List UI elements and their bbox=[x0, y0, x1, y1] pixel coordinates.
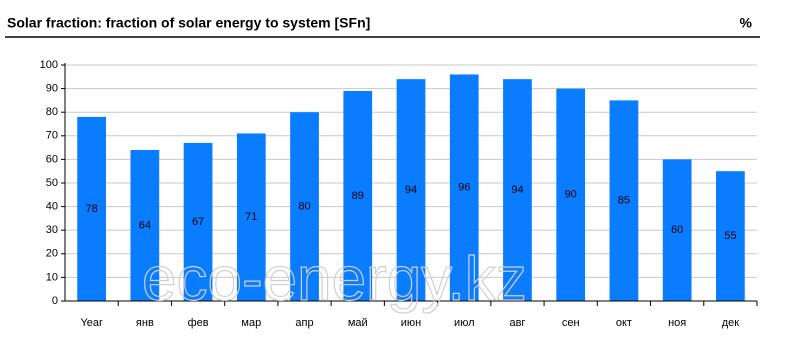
bar bbox=[130, 149, 160, 301]
value-label: 90 bbox=[565, 189, 577, 201]
x-tick-label: янв bbox=[136, 317, 154, 329]
bar bbox=[396, 79, 426, 301]
y-tick-label: 90 bbox=[46, 83, 58, 95]
value-label: 89 bbox=[352, 190, 364, 202]
y-tick-label: 30 bbox=[46, 224, 58, 236]
bar bbox=[556, 88, 586, 301]
x-tick-label: апр bbox=[295, 317, 313, 329]
value-label: 55 bbox=[724, 230, 736, 242]
x-tick-label: авг bbox=[509, 317, 525, 329]
x-tick-label: май bbox=[348, 317, 368, 329]
y-tick-label: 10 bbox=[46, 271, 58, 283]
x-tick-label: июл bbox=[454, 317, 475, 329]
y-tick-label: 70 bbox=[46, 130, 58, 142]
value-label: 78 bbox=[85, 203, 97, 215]
bar bbox=[449, 74, 479, 301]
x-tick-label: фев bbox=[188, 317, 209, 329]
value-label: 60 bbox=[671, 224, 683, 236]
y-tick-label: 100 bbox=[40, 59, 58, 71]
bar bbox=[77, 116, 106, 301]
bar bbox=[609, 100, 639, 302]
x-tick-label: ноя bbox=[668, 317, 686, 329]
value-label: 64 bbox=[139, 219, 151, 231]
value-label: 96 bbox=[458, 182, 470, 194]
x-tick-label: мар bbox=[241, 317, 261, 329]
y-tick-label: 60 bbox=[46, 153, 58, 165]
x-tick-label: сен bbox=[562, 317, 580, 329]
y-tick-label: 80 bbox=[46, 106, 58, 118]
x-tick-label: Year bbox=[80, 317, 103, 329]
chart-title: Solar fraction: fraction of solar energy… bbox=[7, 15, 370, 31]
bar bbox=[236, 133, 266, 301]
watermark: eco-energy.kz bbox=[142, 245, 527, 314]
value-label: 67 bbox=[192, 216, 204, 228]
bar bbox=[662, 159, 692, 301]
y-tick-label: 40 bbox=[46, 201, 58, 213]
y-tick-label: 50 bbox=[46, 177, 58, 189]
bar bbox=[716, 171, 745, 301]
bar bbox=[183, 142, 213, 301]
value-label: 80 bbox=[298, 201, 310, 213]
x-tick-label: окт bbox=[616, 317, 632, 329]
bar bbox=[503, 79, 532, 301]
x-tick-label: июн bbox=[401, 317, 421, 329]
bar bbox=[343, 90, 373, 302]
y-tick-label: 0 bbox=[52, 295, 58, 307]
value-label: 94 bbox=[405, 184, 417, 196]
y-tick-label: 20 bbox=[46, 248, 58, 260]
value-label: 71 bbox=[245, 211, 257, 223]
value-label: 94 bbox=[511, 184, 523, 196]
x-tick-label: дек bbox=[722, 317, 740, 329]
value-label: 85 bbox=[618, 195, 630, 207]
unit-label: % bbox=[740, 15, 753, 31]
bar bbox=[290, 112, 319, 301]
